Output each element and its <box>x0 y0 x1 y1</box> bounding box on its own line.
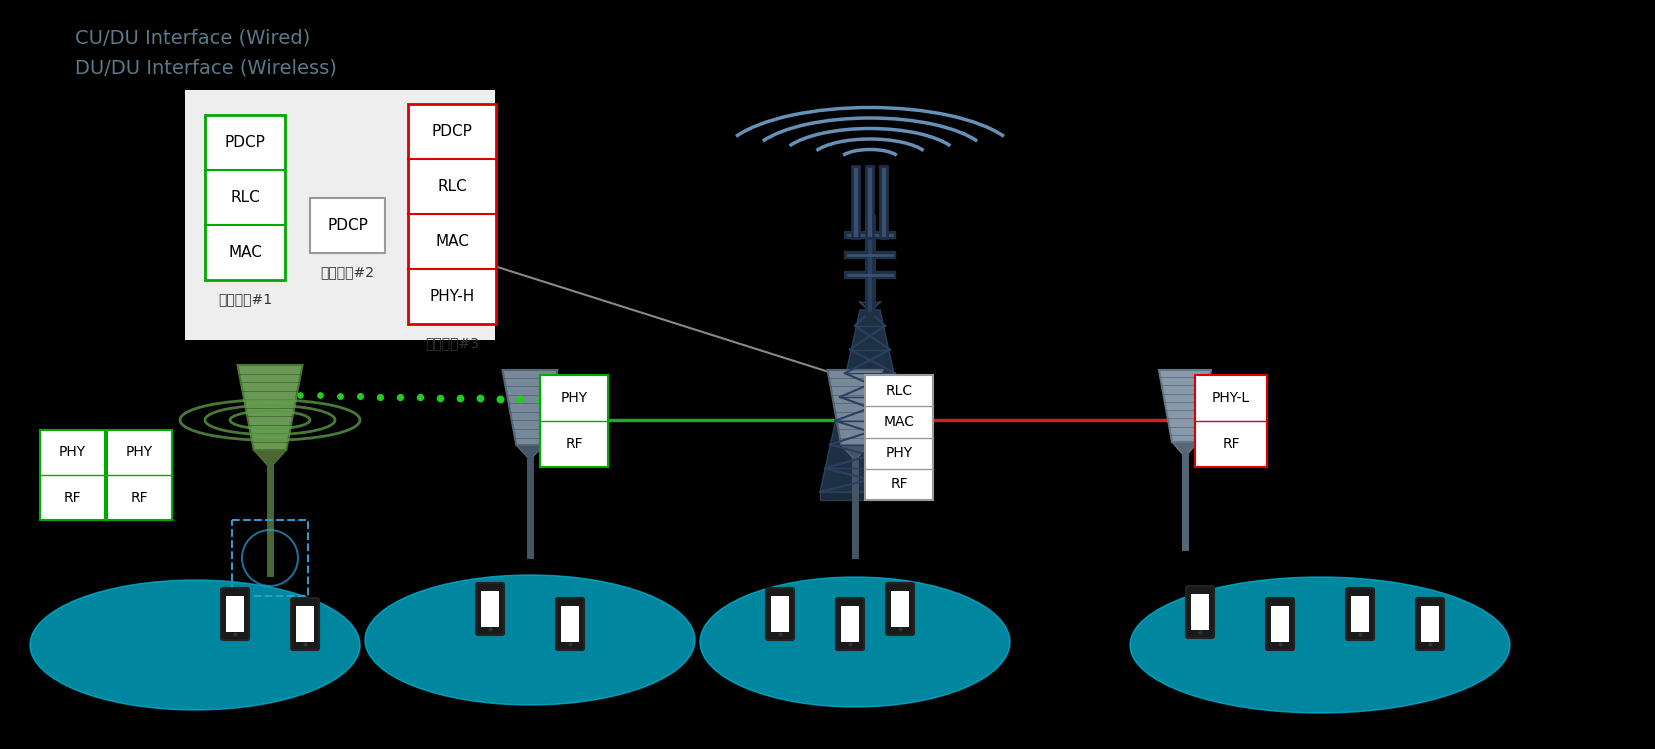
Text: PDCP: PDCP <box>432 124 472 139</box>
Ellipse shape <box>30 580 361 710</box>
Bar <box>1350 596 1369 632</box>
FancyBboxPatch shape <box>1417 598 1445 650</box>
FancyBboxPatch shape <box>1187 586 1215 638</box>
Bar <box>108 430 172 520</box>
Bar <box>227 596 243 632</box>
Text: RLC: RLC <box>437 179 467 194</box>
Text: RLC: RLC <box>885 383 912 398</box>
Ellipse shape <box>1130 577 1509 713</box>
Text: RF: RF <box>131 491 149 505</box>
Bar <box>482 591 500 627</box>
Text: 기능분할#3: 기능분할#3 <box>425 336 478 350</box>
FancyBboxPatch shape <box>1346 588 1374 640</box>
Bar <box>890 591 909 627</box>
Text: DU/DU Interface (Wireless): DU/DU Interface (Wireless) <box>74 58 338 77</box>
FancyBboxPatch shape <box>766 588 794 640</box>
Polygon shape <box>503 370 558 445</box>
FancyBboxPatch shape <box>836 598 864 650</box>
Ellipse shape <box>700 577 1010 707</box>
Bar <box>540 375 607 467</box>
Text: RF: RF <box>63 491 81 505</box>
Bar <box>1422 606 1438 642</box>
Text: RF: RF <box>890 477 909 491</box>
Text: PHY: PHY <box>126 446 152 459</box>
Text: RF: RF <box>1221 437 1240 451</box>
Text: RLC: RLC <box>230 190 260 205</box>
Bar <box>205 115 285 280</box>
Bar <box>185 90 495 340</box>
Polygon shape <box>1172 442 1198 457</box>
Bar <box>841 606 859 642</box>
Polygon shape <box>238 365 303 450</box>
Text: MAC: MAC <box>435 234 468 249</box>
Bar <box>1271 606 1289 642</box>
FancyBboxPatch shape <box>291 598 319 650</box>
Bar <box>1195 375 1268 467</box>
Text: PHY-H: PHY-H <box>429 289 475 304</box>
Text: RF: RF <box>566 437 583 451</box>
Text: MAC: MAC <box>228 245 261 260</box>
FancyBboxPatch shape <box>477 583 505 635</box>
Bar <box>232 520 308 596</box>
Text: PDCP: PDCP <box>328 218 367 233</box>
Polygon shape <box>841 445 869 460</box>
Text: PHY: PHY <box>60 446 86 459</box>
Bar <box>1192 594 1210 630</box>
Bar <box>309 198 386 253</box>
Ellipse shape <box>366 575 695 705</box>
Bar <box>866 375 933 500</box>
Bar <box>771 596 789 632</box>
Polygon shape <box>1158 370 1211 442</box>
Text: 기능분할#1: 기능분할#1 <box>218 292 271 306</box>
FancyBboxPatch shape <box>1266 598 1294 650</box>
Bar <box>561 606 579 642</box>
Text: MAC: MAC <box>884 415 915 429</box>
Text: 기능분할#2: 기능분할#2 <box>321 265 374 279</box>
FancyBboxPatch shape <box>222 588 248 640</box>
Text: PDCP: PDCP <box>225 135 265 150</box>
Bar <box>409 104 496 324</box>
Polygon shape <box>819 310 920 492</box>
Polygon shape <box>828 370 882 445</box>
Bar <box>296 606 314 642</box>
Polygon shape <box>253 450 286 468</box>
Bar <box>40 430 104 520</box>
Text: PHY-L: PHY-L <box>1211 391 1250 405</box>
Polygon shape <box>516 445 544 460</box>
FancyBboxPatch shape <box>556 598 584 650</box>
Bar <box>819 492 920 500</box>
FancyBboxPatch shape <box>885 583 914 635</box>
Text: PHY: PHY <box>885 446 912 460</box>
Text: CU/DU Interface (Wired): CU/DU Interface (Wired) <box>74 28 309 47</box>
Text: PHY: PHY <box>561 391 588 405</box>
